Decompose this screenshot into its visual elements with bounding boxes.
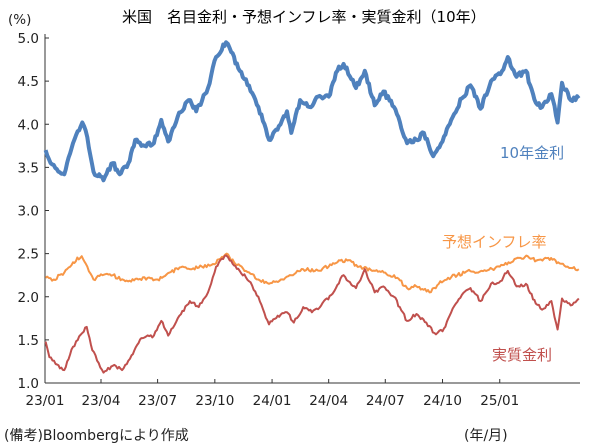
x-tick-label: 23/04 [82,393,121,409]
series-line-0 [43,40,581,183]
y-tick-label: 4.5 [18,74,39,90]
series-label-2: 実質金利 [492,346,552,364]
x-tick-label: 25/01 [480,393,519,409]
x-tick-label: 23/07 [138,393,177,409]
source-note: (備考)Bloombergにより作成 [4,428,189,444]
x-tick-label: 23/10 [195,393,234,409]
y-tick-label: 4.0 [18,117,39,133]
x-tick-label: 24/07 [366,393,405,409]
axes [44,34,580,384]
y-tick-label: 1.0 [18,376,39,392]
series-lines [43,40,581,374]
x-tick-label: 24/01 [253,393,292,409]
x-tick-label: 24/04 [309,393,348,409]
series-label-0: 10年金利 [500,144,564,162]
x-tick-label: 24/10 [423,393,462,409]
chart-title: 米国 名目金利・予想インフレ率・実質金利（10年） [122,8,486,26]
y-tick-label: 5.0 [18,31,39,47]
y-tick-label: 3.5 [18,160,39,176]
y-axis-unit-label: (%) [8,12,31,28]
series-label-1: 予想インフレ率 [442,233,547,251]
y-tick-label: 1.5 [18,333,39,349]
x-tick-label: 23/01 [26,393,65,409]
series-line-2 [44,254,580,374]
series-line-1 [45,252,580,294]
y-tick-label: 2.0 [18,290,39,306]
y-tick-label: 2.5 [18,247,39,263]
x-axis-ticks: 23/01 23/04 23/07 23/10 24/01 24/04 24/07 24/10… [26,379,519,409]
y-axis-ticks: 1.0 1.5 2.0 2.5 3.0 3.5 4.0 4.5 5.0 [18,31,49,392]
x-axis-unit-label: (年/月) [464,428,508,444]
y-tick-label: 3.0 [18,204,39,220]
